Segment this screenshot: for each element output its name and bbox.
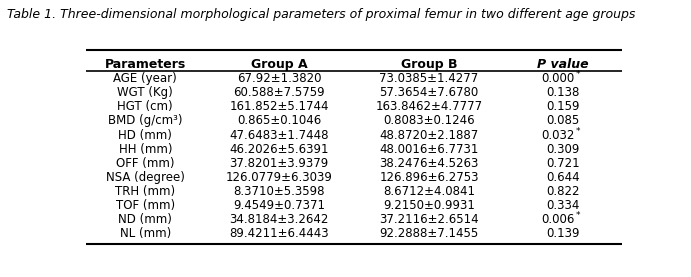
Text: HGT (cm): HGT (cm) bbox=[117, 100, 173, 113]
Text: WGT (Kg): WGT (Kg) bbox=[117, 86, 173, 99]
Text: Table 1. Three-dimensional morphological parameters of proximal femur in two dif: Table 1. Three-dimensional morphological… bbox=[7, 8, 635, 21]
Text: ND (mm): ND (mm) bbox=[118, 213, 172, 226]
Text: 0.865±0.1046: 0.865±0.1046 bbox=[237, 114, 321, 127]
Text: 47.6483±1.7448: 47.6483±1.7448 bbox=[229, 129, 329, 142]
Text: 0.000: 0.000 bbox=[541, 72, 574, 85]
Text: 163.8462±4.7777: 163.8462±4.7777 bbox=[375, 100, 483, 113]
Text: 9.4549±0.7371: 9.4549±0.7371 bbox=[233, 199, 325, 212]
Text: P value: P value bbox=[537, 58, 589, 71]
Text: 0.085: 0.085 bbox=[547, 114, 580, 127]
Text: 48.8720±2.1887: 48.8720±2.1887 bbox=[379, 129, 479, 142]
Text: 8.6712±4.0841: 8.6712±4.0841 bbox=[383, 185, 475, 198]
Text: 0.334: 0.334 bbox=[547, 199, 580, 212]
Text: AGE (year): AGE (year) bbox=[113, 72, 177, 85]
Text: 37.2116±2.6514: 37.2116±2.6514 bbox=[379, 213, 479, 226]
Text: 67.92±1.3820: 67.92±1.3820 bbox=[237, 72, 321, 85]
Text: OFF (mm): OFF (mm) bbox=[116, 157, 175, 170]
Text: 92.2888±7.1455: 92.2888±7.1455 bbox=[379, 227, 479, 240]
Text: 46.2026±5.6391: 46.2026±5.6391 bbox=[229, 143, 329, 156]
Text: NL (mm): NL (mm) bbox=[120, 227, 171, 240]
Text: 89.4211±6.4443: 89.4211±6.4443 bbox=[229, 227, 329, 240]
Text: 60.588±7.5759: 60.588±7.5759 bbox=[234, 86, 325, 99]
Text: 0.006: 0.006 bbox=[541, 213, 574, 226]
Text: 57.3654±7.6780: 57.3654±7.6780 bbox=[379, 86, 479, 99]
Text: NSA (degree): NSA (degree) bbox=[106, 171, 184, 184]
Text: Parameters: Parameters bbox=[104, 58, 186, 71]
Text: 0.139: 0.139 bbox=[547, 227, 580, 240]
Text: 8.3710±5.3598: 8.3710±5.3598 bbox=[234, 185, 325, 198]
Text: *: * bbox=[576, 127, 580, 136]
Text: 0.8083±0.1246: 0.8083±0.1246 bbox=[384, 114, 475, 127]
Text: 126.0779±6.3039: 126.0779±6.3039 bbox=[226, 171, 332, 184]
Text: 38.2476±4.5263: 38.2476±4.5263 bbox=[379, 157, 479, 170]
Text: TOF (mm): TOF (mm) bbox=[115, 199, 175, 212]
Text: 0.159: 0.159 bbox=[547, 100, 580, 113]
Text: *: * bbox=[576, 211, 580, 220]
Text: 0.721: 0.721 bbox=[546, 157, 580, 170]
Text: 0.309: 0.309 bbox=[547, 143, 580, 156]
Text: 73.0385±1.4277: 73.0385±1.4277 bbox=[379, 72, 479, 85]
Text: Group A: Group A bbox=[251, 58, 307, 71]
Text: 48.0016±6.7731: 48.0016±6.7731 bbox=[379, 143, 479, 156]
Text: 37.8201±3.9379: 37.8201±3.9379 bbox=[229, 157, 329, 170]
Text: 0.032: 0.032 bbox=[541, 129, 574, 142]
Text: HD (mm): HD (mm) bbox=[118, 129, 172, 142]
Text: 0.822: 0.822 bbox=[547, 185, 580, 198]
Text: *: * bbox=[576, 70, 580, 79]
Text: TRH (mm): TRH (mm) bbox=[115, 185, 176, 198]
Text: 9.2150±0.9931: 9.2150±0.9931 bbox=[384, 199, 475, 212]
Text: Group B: Group B bbox=[401, 58, 457, 71]
Text: HH (mm): HH (mm) bbox=[119, 143, 172, 156]
Text: 0.138: 0.138 bbox=[547, 86, 580, 99]
Text: 126.896±6.2753: 126.896±6.2753 bbox=[379, 171, 479, 184]
Text: 0.644: 0.644 bbox=[546, 171, 580, 184]
Text: 34.8184±3.2642: 34.8184±3.2642 bbox=[229, 213, 329, 226]
Text: BMD (g/cm³): BMD (g/cm³) bbox=[108, 114, 182, 127]
Text: 161.852±5.1744: 161.852±5.1744 bbox=[229, 100, 329, 113]
